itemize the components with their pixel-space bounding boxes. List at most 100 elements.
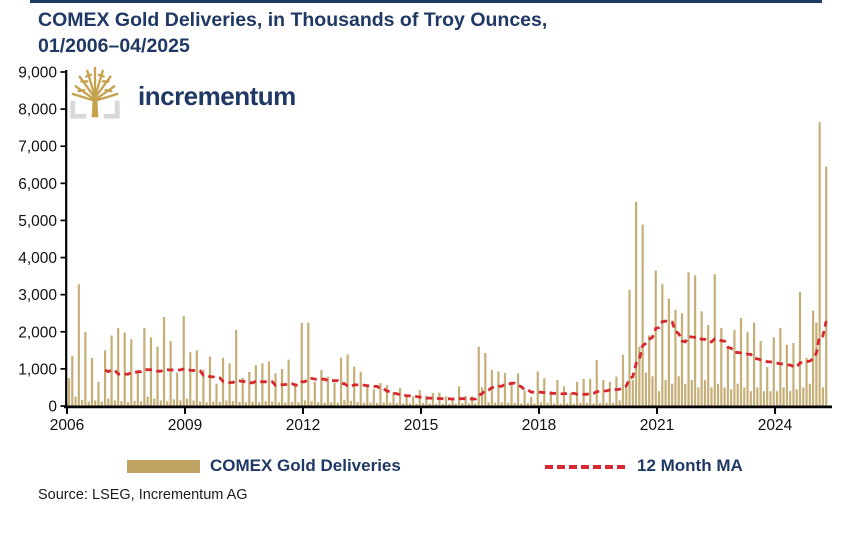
delivery-bar [798, 291, 802, 406]
delivery-bar [267, 361, 271, 406]
y-axis-tick-label: 8,000 [18, 102, 57, 119]
delivery-bar [241, 377, 244, 406]
delivery-bar [471, 396, 474, 406]
delivery-bar [435, 403, 438, 406]
x-axis-tick-label: 2006 [50, 417, 84, 434]
y-axis-tick-label: 1,000 [18, 361, 57, 378]
delivery-bar [389, 402, 392, 406]
delivery-bar [307, 322, 310, 406]
delivery-bar [310, 401, 313, 406]
delivery-bar [100, 401, 103, 406]
delivery-bar [477, 346, 480, 406]
delivery-bar [412, 396, 415, 406]
delivery-bar [618, 400, 621, 406]
delivery-bar [487, 402, 490, 406]
delivery-bar [615, 376, 618, 406]
delivery-bar [71, 355, 74, 406]
delivery-bar [258, 402, 261, 406]
delivery-bar [153, 398, 156, 406]
delivery-bar [402, 403, 405, 406]
y-axis-tick-label: 5,000 [18, 213, 57, 230]
delivery-bar [192, 400, 195, 406]
delivery-bar [287, 359, 290, 406]
delivery-bar [749, 391, 752, 406]
delivery-bar [579, 402, 582, 406]
delivery-bar [605, 402, 608, 406]
delivery-bar [330, 402, 333, 406]
delivery-bar [582, 378, 585, 406]
delivery-bar [703, 380, 707, 406]
delivery-bar [690, 380, 693, 406]
delivery-bar [166, 401, 169, 406]
delivery-bar [726, 348, 729, 406]
delivery-bar [530, 396, 533, 406]
delivery-bar [674, 309, 677, 406]
delivery-bar [87, 401, 90, 406]
delivery-bar [572, 403, 575, 406]
delivery-bar [772, 337, 775, 406]
x-axis-tick-label: 2024 [758, 417, 793, 434]
delivery-bar [189, 352, 192, 406]
delivery-bar [77, 284, 80, 406]
delivery-bar [110, 335, 113, 406]
delivery-bar [779, 328, 782, 406]
x-axis-tick-label: 2015 [404, 417, 438, 434]
delivery-bar [179, 400, 182, 406]
delivery-bar [136, 370, 139, 406]
delivery-bar [523, 390, 526, 406]
delivery-bar [441, 403, 444, 406]
delivery-bar [297, 402, 300, 406]
delivery-bar [484, 352, 487, 406]
delivery-bar [500, 402, 503, 406]
delivery-bar [638, 346, 641, 406]
delivery-bar [494, 402, 497, 406]
ma-series-label: 12 Month MA [637, 456, 743, 475]
source-note: Source: LSEG, Incrementum AG [38, 487, 248, 503]
delivery-bar [553, 403, 556, 406]
delivery-bar [231, 401, 234, 406]
delivery-bar [90, 357, 94, 406]
delivery-bar [81, 400, 84, 406]
delivery-bar [140, 401, 143, 406]
delivery-bar [664, 380, 667, 406]
delivery-bar [559, 403, 562, 406]
delivery-bar [539, 402, 543, 406]
delivery-bar [212, 401, 215, 406]
delivery-bar [346, 354, 349, 406]
x-axis-tick-label: 2012 [286, 417, 320, 434]
delivery-bar [356, 401, 359, 406]
delivery-bar [510, 383, 513, 406]
delivery-bar [507, 402, 510, 406]
delivery-bar [107, 398, 110, 406]
chart-legend: COMEX Gold Deliveries 12 Month MA [0, 452, 846, 480]
delivery-bar [700, 311, 703, 406]
delivery-bar [762, 391, 766, 406]
delivery-bar [133, 400, 136, 406]
delivery-bar [815, 322, 818, 406]
ma-series-swatch [545, 465, 625, 469]
delivery-bar [789, 391, 792, 406]
x-axis-tick-label: 2021 [640, 417, 674, 434]
delivery-bar [474, 403, 477, 406]
delivery-bar [625, 387, 628, 406]
delivery-bar [103, 350, 107, 406]
delivery-bar [821, 387, 825, 406]
delivery-bar [746, 331, 749, 406]
delivery-bar [67, 378, 71, 406]
delivery-bar [428, 403, 431, 406]
delivery-bar [117, 328, 120, 406]
delivery-bar [300, 322, 303, 406]
delivery-bar [182, 316, 185, 406]
delivery-bar [159, 400, 162, 406]
delivery-bar [756, 387, 759, 406]
delivery-bar [818, 122, 821, 406]
delivery-bar [707, 325, 710, 406]
delivery-bar [513, 403, 516, 406]
delivery-bar [264, 401, 267, 406]
delivery-bar [671, 383, 674, 406]
delivery-bar [684, 383, 687, 406]
delivery-bar [457, 386, 461, 406]
delivery-bar [792, 342, 795, 406]
delivery-bar [130, 339, 133, 406]
delivery-bar [533, 403, 536, 406]
